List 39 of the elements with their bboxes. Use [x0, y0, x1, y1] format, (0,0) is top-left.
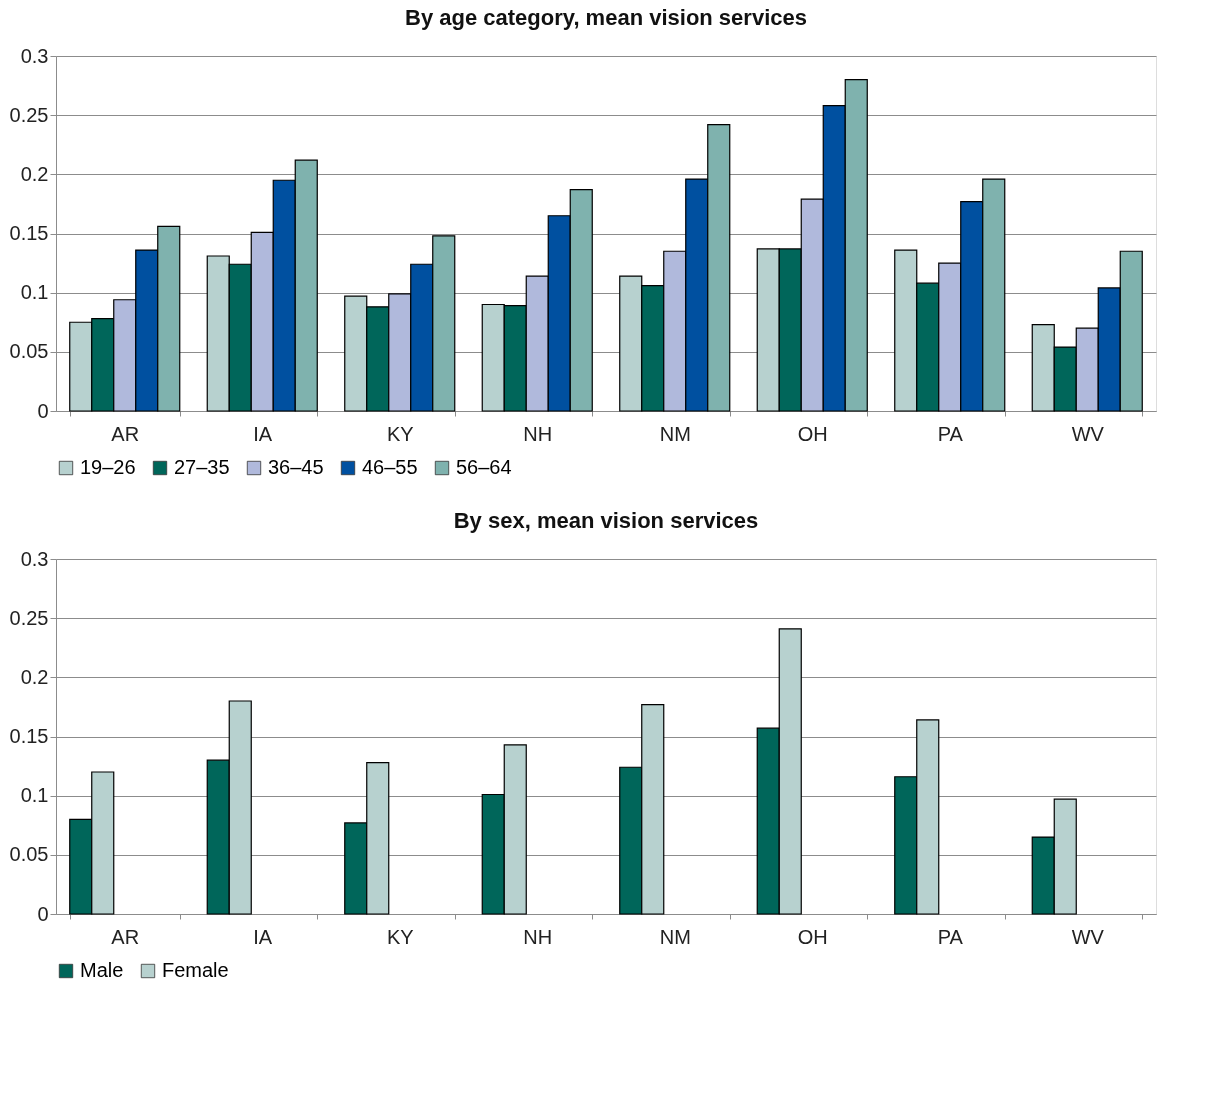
x-tick-label: NM: [659, 422, 691, 445]
y-tick-label: 0.25: [9, 103, 49, 126]
legend-label: Female: [162, 959, 229, 981]
y-tick-label: 0.25: [9, 606, 49, 629]
x-tick-label: WV: [1071, 422, 1105, 445]
y-tick-label: 0: [37, 902, 49, 925]
legend-label: 36–45: [268, 456, 324, 478]
y-tick-label: 0.1: [20, 281, 49, 304]
chart-title: By sex, mean vision services: [453, 508, 759, 533]
legend-label: Male: [80, 959, 124, 981]
x-tick-label: PA: [937, 925, 964, 948]
y-tick-label: 0: [37, 399, 49, 422]
x-tick-label: NH: [523, 422, 553, 445]
x-tick-label: PA: [937, 422, 964, 445]
y-tick-label: 0.2: [20, 665, 49, 688]
x-tick-label: KY: [386, 925, 414, 948]
x-tick-label: AR: [111, 925, 140, 948]
y-tick-label: 0.3: [20, 547, 49, 570]
x-tick-label: NH: [523, 925, 553, 948]
legend-label: 27–35: [174, 456, 230, 478]
x-tick-label: IA: [253, 925, 273, 948]
y-tick-label: 0.15: [9, 222, 49, 244]
x-tick-label: OH: [797, 925, 828, 948]
x-tick-label: NM: [659, 925, 691, 948]
x-tick-label: AR: [111, 422, 140, 445]
legend-label: 56–64: [456, 456, 512, 478]
x-tick-label: IA: [253, 422, 273, 445]
x-tick-label: WV: [1071, 925, 1105, 948]
y-tick-label: 0.05: [9, 340, 49, 363]
y-tick-label: 0.05: [9, 843, 49, 866]
legend-label: 46–55: [362, 456, 418, 478]
y-tick-label: 0.2: [20, 162, 49, 185]
chart-title: By age category, mean vision services: [405, 5, 807, 30]
y-tick-label: 0.3: [20, 44, 49, 67]
x-tick-label: KY: [386, 422, 414, 445]
y-tick-label: 0.1: [20, 784, 49, 807]
y-tick-label: 0.15: [9, 725, 49, 747]
x-tick-label: OH: [797, 422, 828, 445]
legend-label: 19–26: [80, 456, 136, 478]
